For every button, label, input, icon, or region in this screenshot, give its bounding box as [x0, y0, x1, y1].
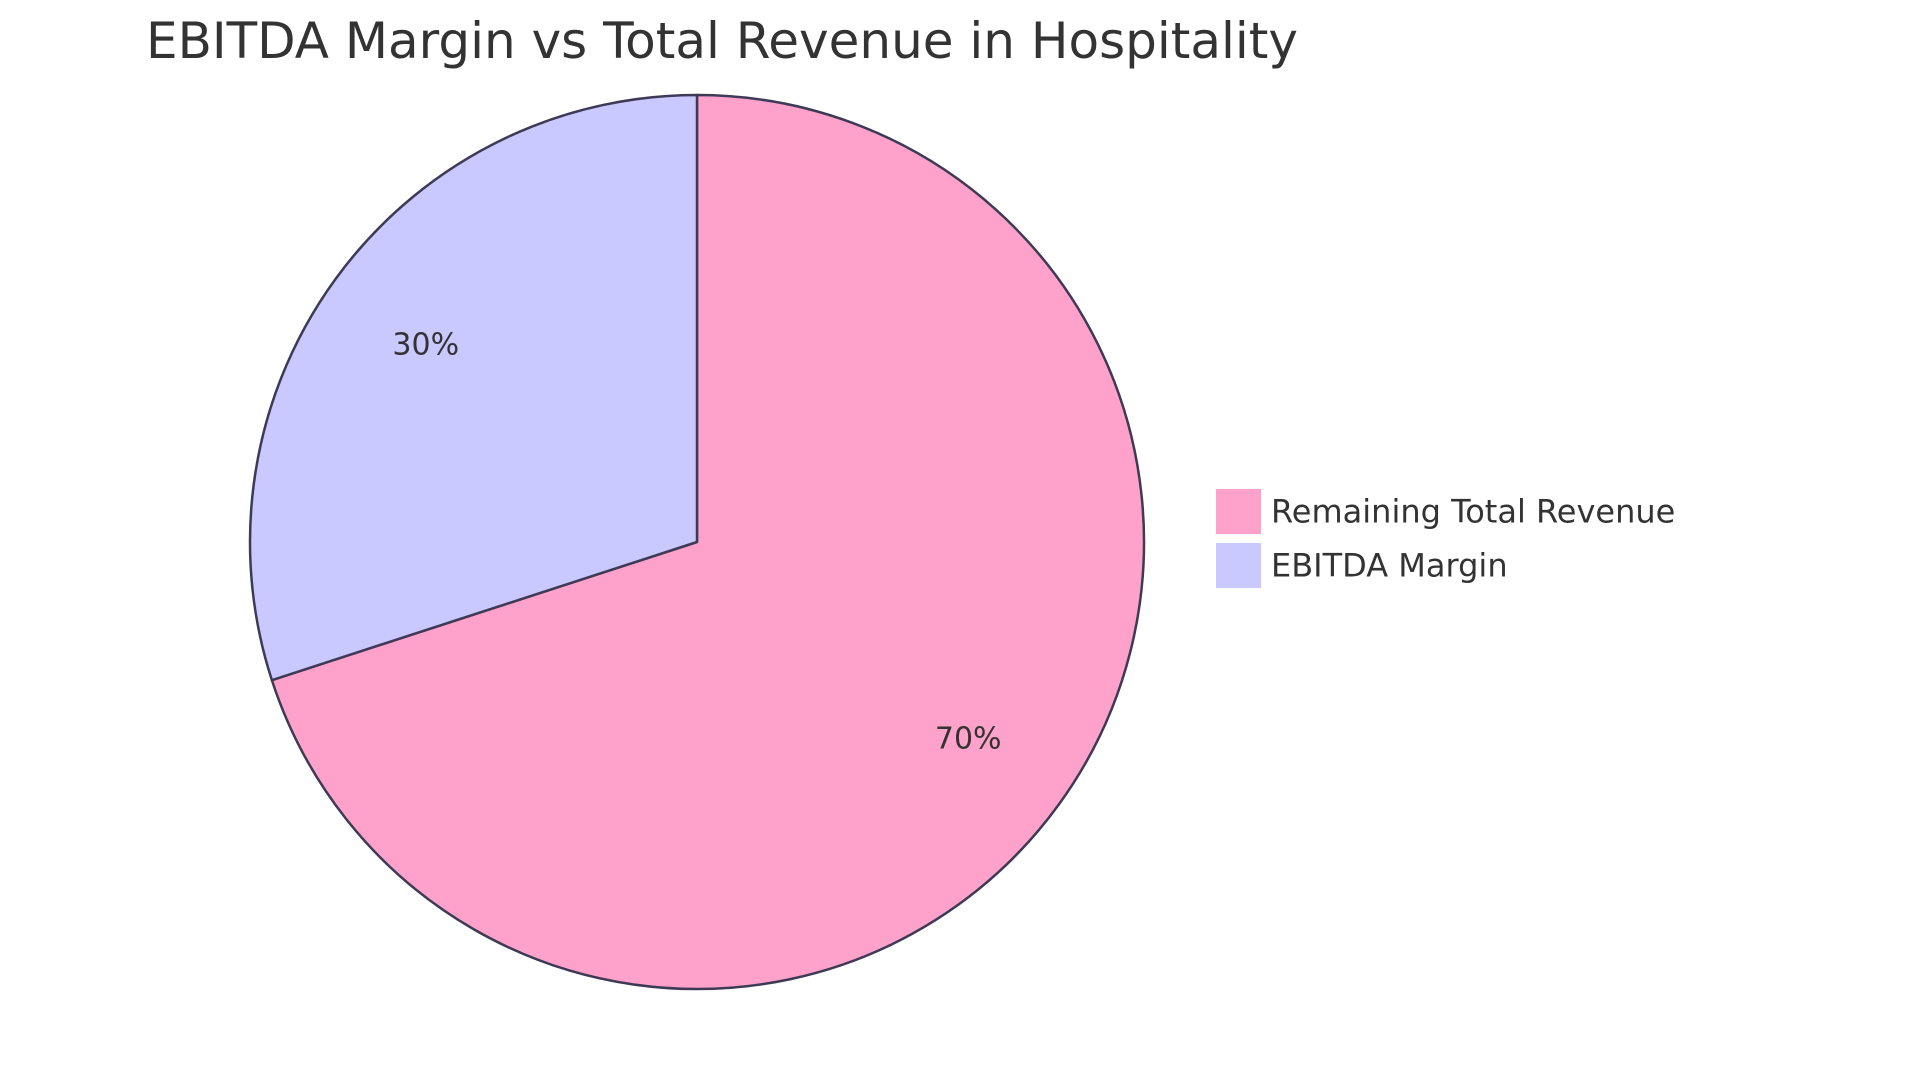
- legend-label-ebitda-margin: EBITDA Margin: [1271, 547, 1508, 585]
- pie-slice-remaining-total-revenue: [270, 93, 1146, 991]
- slice-label-ebitda-margin: 30%: [392, 327, 459, 362]
- pie-slice-labels: 70% 30%: [392, 327, 1001, 756]
- pie-slice-ebitda-margin: [248, 93, 699, 682]
- chart-title: EBITDA Margin vs Total Revenue in Hospit…: [146, 12, 1298, 70]
- legend-swatch-ebitda-margin: [1216, 543, 1261, 588]
- slice-label-remaining-total-revenue: 70%: [935, 722, 1002, 757]
- legend-label-remaining-total-revenue: Remaining Total Revenue: [1271, 493, 1675, 531]
- pie-slices: [248, 93, 1146, 991]
- legend: Remaining Total Revenue EBITDA Margin: [1216, 489, 1675, 588]
- legend-swatch-remaining-total-revenue: [1216, 489, 1261, 534]
